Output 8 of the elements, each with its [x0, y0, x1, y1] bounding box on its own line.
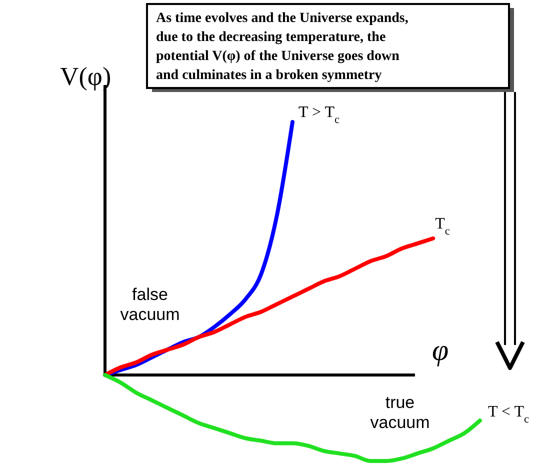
- annotation: true vacuum: [370, 393, 430, 432]
- series-label: T$_{c}$: [435, 215, 450, 238]
- y-axis-title: V(φ): [60, 62, 112, 91]
- series-label: T > T$_{c}$: [298, 104, 340, 126]
- annotation: false vacuum: [120, 285, 180, 324]
- text: As time evolves and the Universe expands, due to the decreasing temperature, the potential V(φ) of the Universe goes down and culminates in a broken symmetry: [156, 11, 408, 83]
- series-label: T < T$_{c}$: [488, 404, 529, 426]
- x-axis-title: φ: [432, 334, 449, 367]
